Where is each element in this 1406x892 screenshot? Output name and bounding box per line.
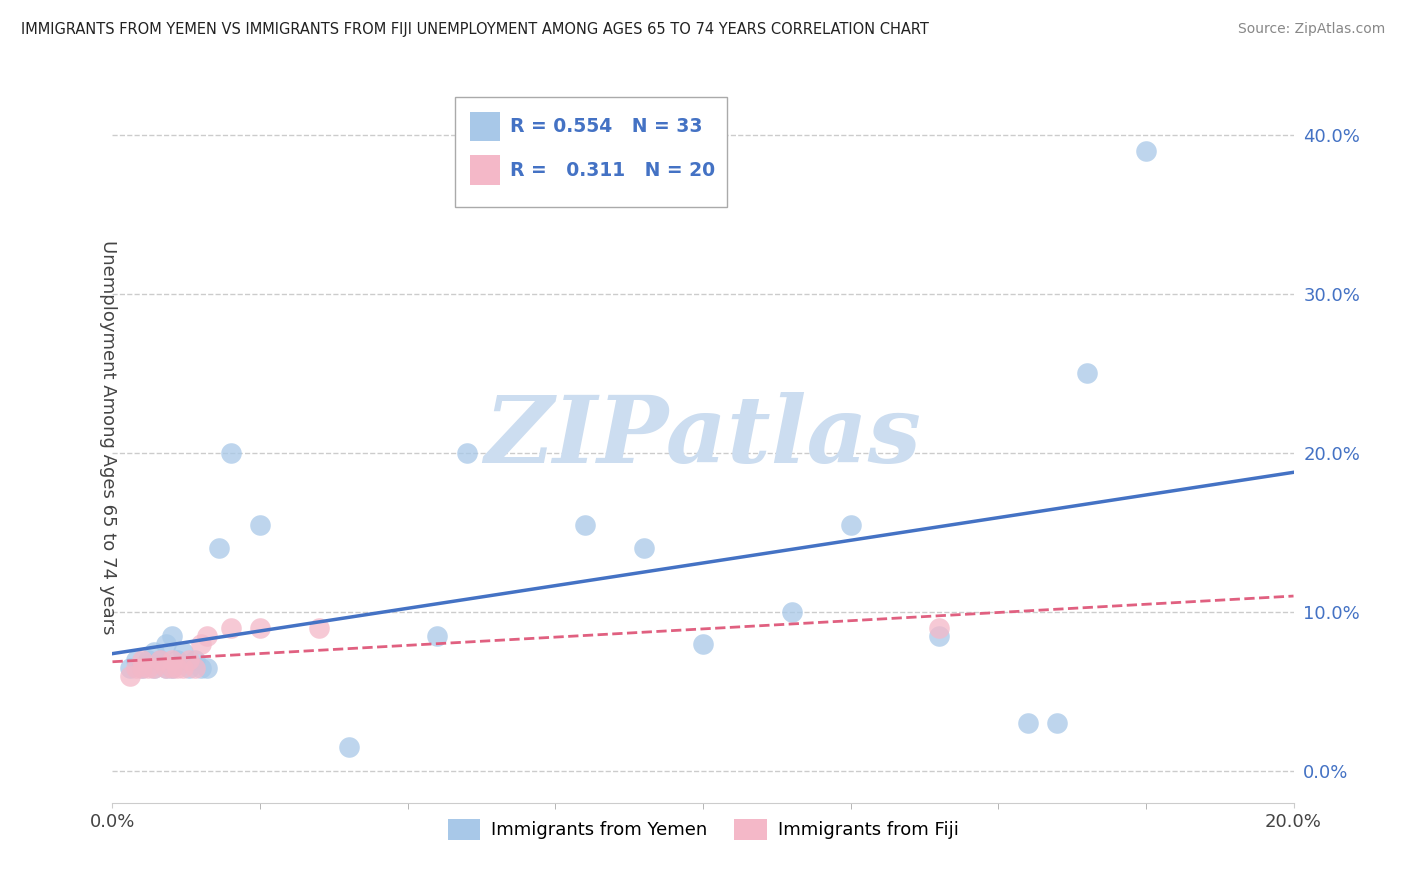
Point: [190, 660, 212, 674]
Text: R = 0.554   N = 33: R = 0.554 N = 33: [510, 117, 703, 136]
Point: [120, 660, 142, 674]
Point: [928, 629, 950, 643]
Point: [131, 660, 153, 674]
Point: [155, 637, 177, 651]
Text: R =   0.311   N = 20: R = 0.311 N = 20: [510, 161, 716, 179]
Point: [839, 517, 862, 532]
Legend: Immigrants from Yemen, Immigrants from Fiji: Immigrants from Yemen, Immigrants from F…: [439, 810, 967, 848]
Point: [308, 621, 330, 635]
Point: [160, 660, 183, 674]
Point: [184, 660, 207, 674]
Point: [208, 541, 231, 556]
Point: [249, 621, 271, 635]
Point: [179, 653, 201, 667]
Point: [1017, 716, 1039, 731]
Point: [195, 660, 218, 674]
Point: [426, 629, 449, 643]
Point: [125, 653, 148, 667]
Point: [131, 653, 153, 667]
Point: [142, 660, 165, 674]
Point: [1076, 367, 1098, 381]
Point: [184, 653, 207, 667]
Point: [149, 653, 172, 667]
Point: [172, 660, 194, 674]
Point: [780, 605, 803, 619]
Point: [1135, 144, 1157, 158]
Point: [160, 629, 183, 643]
Point: [160, 660, 183, 674]
FancyBboxPatch shape: [471, 155, 501, 185]
FancyBboxPatch shape: [471, 112, 501, 141]
Point: [166, 653, 188, 667]
Text: Source: ZipAtlas.com: Source: ZipAtlas.com: [1237, 22, 1385, 37]
Point: [136, 660, 159, 674]
Point: [172, 645, 194, 659]
Point: [195, 629, 218, 643]
Point: [142, 660, 165, 674]
Point: [131, 660, 153, 674]
Point: [190, 637, 212, 651]
Point: [142, 645, 165, 659]
Text: IMMIGRANTS FROM YEMEN VS IMMIGRANTS FROM FIJI UNEMPLOYMENT AMONG AGES 65 TO 74 Y: IMMIGRANTS FROM YEMEN VS IMMIGRANTS FROM…: [21, 22, 929, 37]
Point: [149, 653, 172, 667]
FancyBboxPatch shape: [456, 97, 727, 207]
Point: [160, 653, 183, 667]
Text: ZIPatlas: ZIPatlas: [485, 392, 921, 482]
Point: [456, 446, 478, 460]
Point: [249, 517, 271, 532]
Point: [337, 740, 360, 755]
Point: [155, 660, 177, 674]
Point: [219, 621, 242, 635]
Point: [120, 668, 142, 682]
Point: [125, 660, 148, 674]
Point: [166, 660, 188, 674]
Point: [633, 541, 655, 556]
Point: [692, 637, 714, 651]
Point: [136, 653, 159, 667]
Point: [219, 446, 242, 460]
Point: [574, 517, 596, 532]
Point: [179, 660, 201, 674]
Point: [1046, 716, 1069, 731]
Point: [928, 621, 950, 635]
Y-axis label: Unemployment Among Ages 65 to 74 years: Unemployment Among Ages 65 to 74 years: [98, 240, 117, 634]
Point: [155, 660, 177, 674]
